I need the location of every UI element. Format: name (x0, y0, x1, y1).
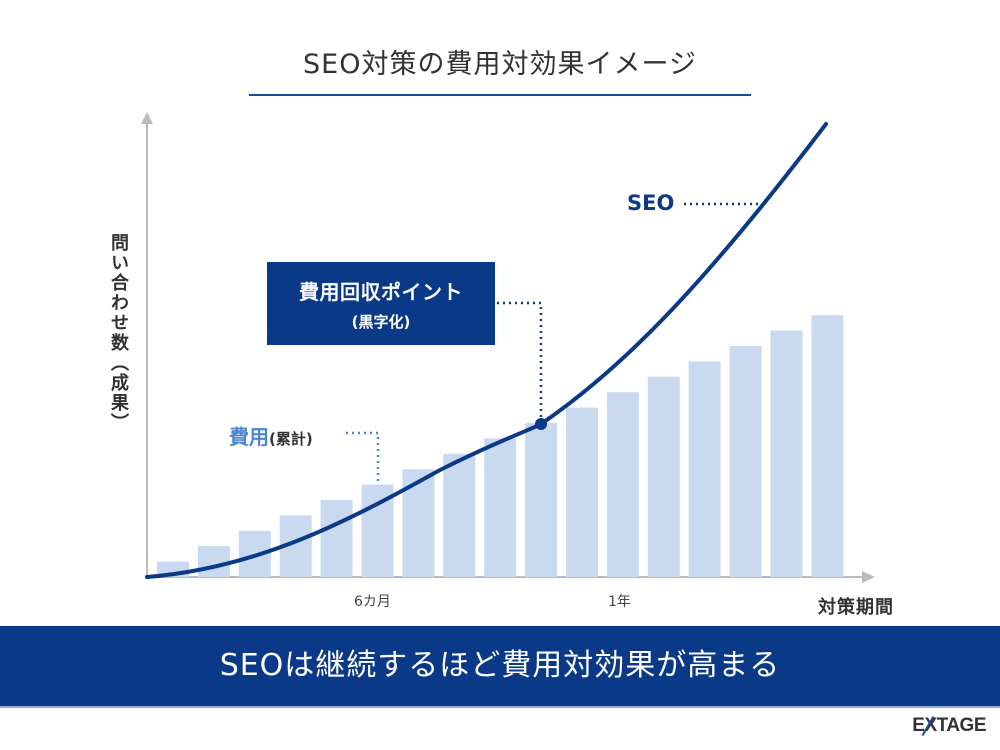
callout-leader (497, 301, 543, 424)
cost-bar (197, 546, 230, 577)
seo-curve (145, 122, 828, 579)
cost-bar (525, 423, 558, 577)
logo-text-e: E (912, 715, 925, 736)
breakeven-callout: 費用回収ポイント (黒字化) (267, 262, 495, 345)
callout-subtitle: (黒字化) (351, 313, 411, 331)
cost-label-sub: (累計) (269, 430, 313, 448)
cost-series-label: 費用(累計) (229, 421, 313, 450)
seo-series-label: SEO (627, 191, 675, 215)
x-tick-1-year: 1年 (608, 594, 631, 610)
logo-text-x: X (924, 715, 937, 736)
cost-label-main: 費用 (229, 425, 269, 449)
x-tick-6-months: 6カ月 (354, 594, 391, 610)
extage-logo: EX TAGE (912, 715, 987, 737)
logo-text-tage: TAGE (936, 715, 987, 736)
cost-bar (484, 438, 517, 577)
callout-title: 費用回収ポイント (299, 280, 463, 304)
page-title: SEO対策の費用対効果イメージ (303, 49, 697, 80)
cost-bar (606, 392, 639, 577)
logo-x: X (922, 715, 937, 737)
y-axis-label: 問い合わせ数（成果） (108, 233, 129, 433)
cost-bars (157, 315, 844, 577)
banner-text: SEOは継続するほど費用対効果が高まる (219, 648, 781, 683)
cost-bar (402, 469, 435, 577)
x-axis-arrow-icon (862, 571, 875, 583)
cost-bar (811, 315, 844, 577)
cost-bar (566, 407, 598, 577)
title-underline (249, 94, 751, 96)
x-axis-label: 対策期間 (818, 597, 894, 618)
cost-bar (320, 500, 353, 577)
y-axis-arrow-icon (141, 112, 153, 124)
cost-bar (770, 330, 803, 577)
cost-bar (729, 346, 762, 577)
breakeven-point-marker (535, 418, 547, 430)
cost-bar (688, 361, 721, 577)
cost-leader (346, 431, 380, 482)
cost-bar (647, 376, 680, 577)
conclusion-banner: SEOは継続するほど費用対効果が高まる (0, 626, 1000, 708)
cost-bar (443, 453, 476, 577)
